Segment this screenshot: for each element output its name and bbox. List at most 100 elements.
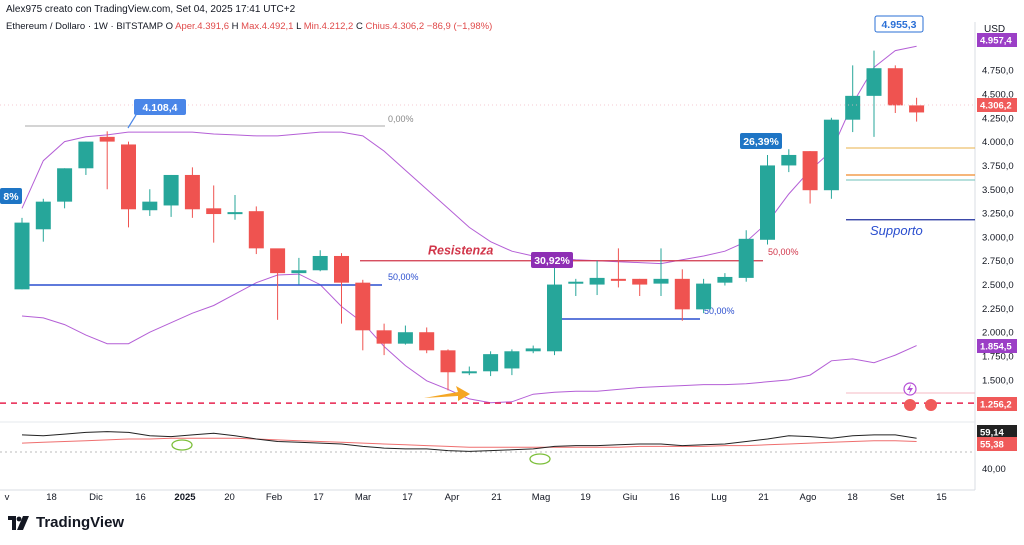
candle <box>461 366 477 376</box>
fib-zero-label: 0,00% <box>388 114 414 124</box>
support-label: Supporto <box>870 223 923 238</box>
x-tick-label: Feb <box>266 492 282 503</box>
candle-body <box>355 282 371 331</box>
callout-high-b-text: 4.955,3 <box>881 19 916 31</box>
x-tick-label: 16 <box>135 492 146 503</box>
candle <box>823 117 839 199</box>
candle <box>270 248 286 320</box>
candles <box>14 50 925 391</box>
tradingview-logo[interactable]: TradingView <box>8 514 124 531</box>
y-tick-label: 4.750,0 <box>982 66 1014 77</box>
candle <box>248 206 264 255</box>
callout-high-a: 4.108,4 <box>127 99 186 129</box>
callout-pct-b-bg <box>531 252 573 268</box>
candle <box>866 50 882 137</box>
callout-pct-a-bg <box>740 133 782 149</box>
candle-body <box>334 255 349 283</box>
callout-pct-b: 30,92% <box>531 252 573 268</box>
candle-body <box>802 151 818 191</box>
y-tick-label: 4.250,0 <box>982 113 1014 124</box>
candle-body <box>674 278 690 310</box>
x-tick-label: 2025 <box>174 492 196 503</box>
brand-name: TradingView <box>36 514 125 531</box>
candle-body <box>887 68 903 106</box>
candle <box>291 257 307 285</box>
candle-body <box>653 278 669 284</box>
orange-arrow <box>424 386 470 401</box>
y-tick-label: 1.500,0 <box>982 375 1014 386</box>
symbol-name[interactable]: Ethereum / Dollaro · 1W · BITSTAMP <box>6 21 163 32</box>
rsi-line <box>21 431 917 452</box>
x-tick-label: Giu <box>623 492 638 503</box>
creator-line: Alex975 creato con TradingView.com, Set … <box>6 4 296 15</box>
grid <box>0 22 976 491</box>
callout-high-a-text: 4.108,4 <box>142 102 177 114</box>
candle <box>227 194 243 220</box>
symbol-ohlc-line: Ethereum / Dollaro · 1W · BITSTAMP O Ape… <box>6 21 492 32</box>
x-tick-label: 15 <box>936 492 947 503</box>
candle <box>610 248 626 288</box>
candle-body <box>504 351 520 369</box>
rsi-panel: 40,00 <box>0 431 1006 475</box>
candle-body <box>717 276 733 283</box>
candle-body <box>121 144 136 210</box>
ohlc-low: L Min.4.212,2 <box>296 21 354 32</box>
candle-body <box>483 354 499 372</box>
candle-body <box>696 283 712 310</box>
y-tick-label: 3.750,0 <box>982 161 1014 172</box>
candle <box>121 141 136 228</box>
callout-pct-left-bg <box>0 188 22 204</box>
candle-body <box>206 208 222 215</box>
rsi-ma-line <box>21 437 917 448</box>
x-tick-label: v <box>5 492 10 503</box>
candle-body <box>227 212 243 215</box>
us-flag-icon <box>904 399 916 411</box>
candle-body <box>461 371 477 374</box>
candle-body <box>738 238 754 278</box>
candle <box>568 278 584 297</box>
tag-last-price: 4.306,2 <box>977 98 1017 112</box>
fib-fifty-label-b: 50,00% <box>704 306 735 316</box>
candle <box>845 65 861 133</box>
candle-body <box>781 154 797 166</box>
ohlc-open: O Aper.4.391,6 <box>165 21 230 32</box>
x-tick-label: 16 <box>669 492 680 503</box>
rsi-circle-b <box>529 453 551 465</box>
y-tick-label: 1.750,0 <box>982 352 1014 363</box>
candle <box>696 278 712 314</box>
candle-body <box>909 105 925 113</box>
x-tick-label: Mar <box>355 492 371 503</box>
candle-body <box>99 136 115 142</box>
candle <box>504 349 520 376</box>
candle-body <box>35 201 51 230</box>
candle <box>653 248 669 297</box>
x-tick-label: Set <box>890 492 905 503</box>
candle-body <box>142 201 158 211</box>
candle-body <box>78 141 94 169</box>
candle-body <box>632 278 648 285</box>
y-tick-label: 4.500,0 <box>982 89 1014 100</box>
fib-fifty-label-a: 50,00% <box>388 272 419 282</box>
x-tick-label: Mag <box>532 492 550 503</box>
candle <box>57 168 73 209</box>
rsi-circle-a <box>171 439 193 451</box>
tag-rsi-last-bg <box>977 425 1017 439</box>
time-axis[interactable]: v 18 Dic 16 2025 20 Feb 17 Mar 17 Apr 21 Mag 19 Giu 16 L… <box>5 492 947 503</box>
callout-high-b-tail <box>868 31 878 42</box>
callout-pct-b-text: 30,92% <box>534 255 570 267</box>
tag-rsi-ma-text: 55,38 <box>980 440 1004 451</box>
candle <box>525 345 541 354</box>
candle <box>589 260 605 296</box>
x-tick-label: 21 <box>758 492 769 503</box>
candle-body <box>823 119 839 191</box>
y-tick-label: 3.250,0 <box>982 209 1014 220</box>
callout-pct-a: 26,39% <box>740 133 782 149</box>
callout-high-b-bg <box>875 16 923 32</box>
ohlc-change: −86,9 (−1,98%) <box>426 21 493 32</box>
price-axis[interactable]: USD 1.500,0 1.750,0 2.000,0 2.250,0 2.500,0 2… <box>982 24 1014 386</box>
candle-body <box>184 174 200 210</box>
candle <box>355 279 371 351</box>
candle <box>717 273 733 286</box>
y-tick-label: 4.000,0 <box>982 137 1014 148</box>
